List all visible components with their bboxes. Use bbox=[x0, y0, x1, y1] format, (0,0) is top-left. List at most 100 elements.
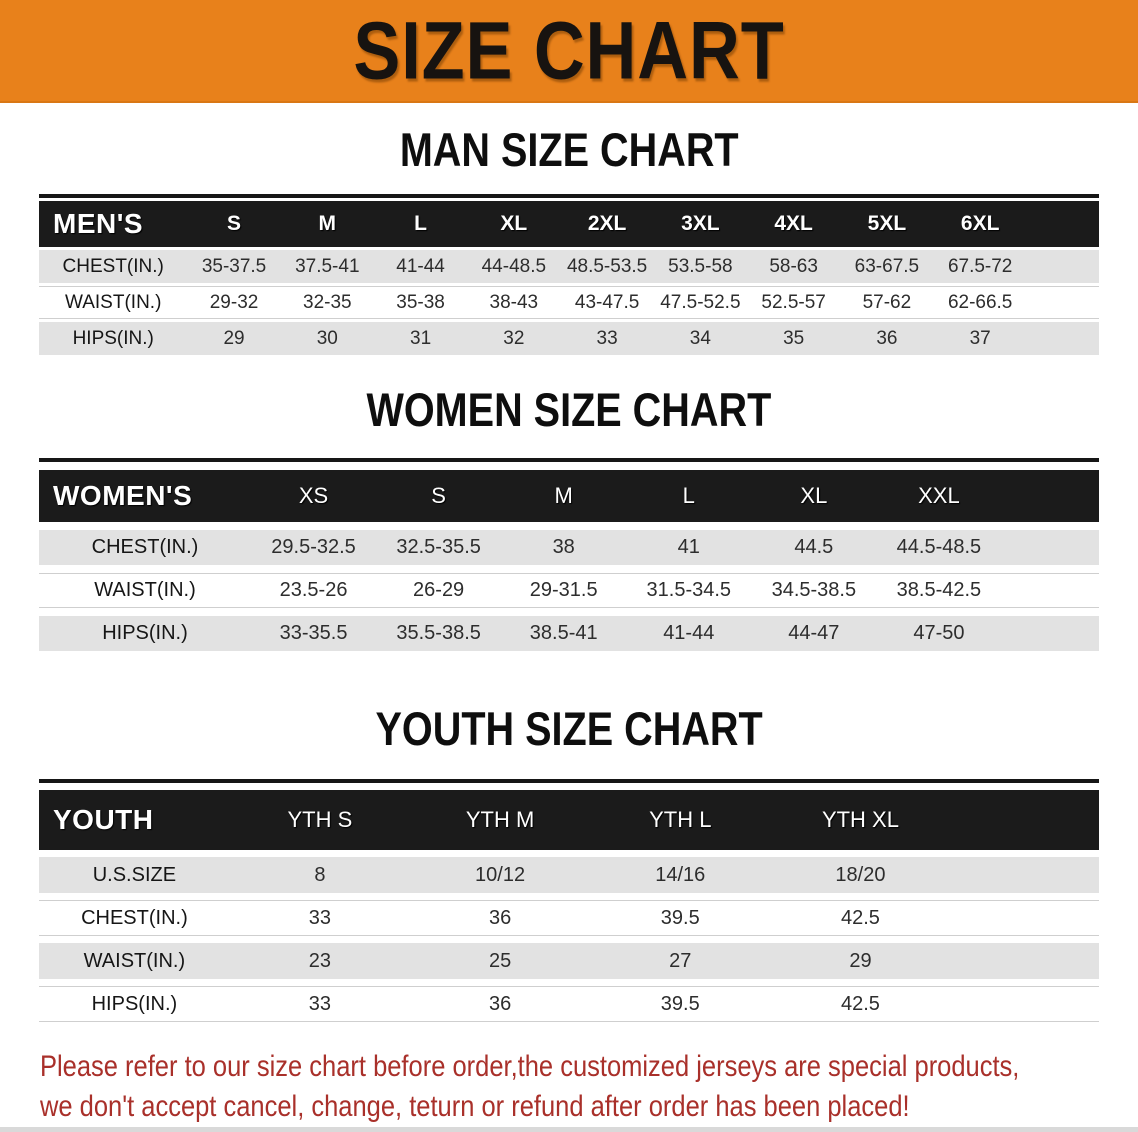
size-value-cell: 29 bbox=[187, 322, 281, 355]
size-value-cell: 44-48.5 bbox=[467, 250, 561, 283]
size-column-header: 3XL bbox=[653, 201, 747, 247]
size-value-cell: 29 bbox=[770, 943, 951, 979]
size-value-cell: 63-67.5 bbox=[840, 250, 934, 283]
table-row: U.S.SIZE 8 10/12 14/16 18/20 bbox=[39, 857, 1099, 893]
size-value-cell: 42.5 bbox=[770, 900, 951, 936]
size-value-cell: 38.5-41 bbox=[501, 616, 627, 651]
size-value-cell: 57-62 bbox=[840, 286, 934, 319]
size-value-cell: 32 bbox=[467, 322, 561, 355]
size-value-cell: 27 bbox=[590, 943, 771, 979]
women-section-heading: WOMEN SIZE CHART bbox=[0, 384, 1138, 437]
row-spacer bbox=[1026, 286, 1099, 319]
size-value-cell: 37 bbox=[933, 322, 1027, 355]
size-column-header: YTH XL bbox=[770, 790, 951, 850]
size-value-cell: 43-47.5 bbox=[560, 286, 654, 319]
size-value-cell: 44.5 bbox=[751, 530, 877, 565]
size-value-cell: 29-31.5 bbox=[501, 573, 627, 608]
bottom-edge-divider bbox=[0, 1127, 1138, 1132]
women-section-heading-text: WOMEN SIZE CHART bbox=[366, 384, 772, 437]
men-section-heading: MAN SIZE CHART bbox=[0, 124, 1138, 177]
size-value-cell: 34 bbox=[653, 322, 747, 355]
disclaimer-line-2: we don't accept cancel, change, teturn o… bbox=[40, 1090, 910, 1123]
size-value-cell: 44.5-48.5 bbox=[876, 530, 1002, 565]
size-value-cell: 47-50 bbox=[876, 616, 1002, 651]
table-corner-label: MEN'S bbox=[39, 201, 188, 247]
size-value-cell: 23.5-26 bbox=[251, 573, 377, 608]
table-row: HIPS(IN.) 33-35.5 35.5-38.5 38.5-41 41-44 44-… bbox=[39, 616, 1099, 651]
women-size-section: WOMEN SIZE CHART WOMEN'S XS S M L XL XXL CHEST(… bbox=[0, 384, 1138, 659]
row-label: HIPS(IN.) bbox=[39, 986, 230, 1022]
row-spacer bbox=[950, 900, 1099, 936]
row-spacer bbox=[950, 986, 1099, 1022]
header-spacer bbox=[1026, 201, 1099, 247]
size-value-cell: 10/12 bbox=[409, 857, 591, 893]
size-value-cell: 42.5 bbox=[770, 986, 951, 1022]
size-column-header: M bbox=[501, 470, 627, 522]
table-row: HIPS(IN.) 33 36 39.5 42.5 bbox=[39, 986, 1099, 1022]
table-corner-label: WOMEN'S bbox=[39, 470, 251, 522]
size-value-cell: 67.5-72 bbox=[933, 250, 1027, 283]
size-value-cell: 31.5-34.5 bbox=[626, 573, 752, 608]
size-value-cell: 44-47 bbox=[751, 616, 877, 651]
disclaimer-line-1: Please refer to our size chart before or… bbox=[40, 1050, 1020, 1083]
size-value-cell: 32-35 bbox=[280, 286, 374, 319]
table-row: CHEST(IN.) 33 36 39.5 42.5 bbox=[39, 900, 1099, 936]
row-label: HIPS(IN.) bbox=[39, 616, 251, 651]
men-size-section: MAN SIZE CHART MEN'S S M L XL 2XL 3XL 4XL 5XL 6XL… bbox=[0, 124, 1138, 358]
size-value-cell: 38-43 bbox=[467, 286, 561, 319]
header-spacer bbox=[1001, 470, 1099, 522]
size-value-cell: 37.5-41 bbox=[280, 250, 374, 283]
disclaimer: Please refer to our size chart before or… bbox=[40, 1047, 1138, 1127]
size-value-cell: 33 bbox=[229, 986, 410, 1022]
size-column-header: YTH S bbox=[229, 790, 410, 850]
size-value-cell: 39.5 bbox=[590, 986, 771, 1022]
row-label: CHEST(IN.) bbox=[39, 900, 230, 936]
size-value-cell: 33 bbox=[229, 900, 410, 936]
youth-size-table: YOUTH YTH S YTH M YTH L YTH XL U.S.SIZE 8 10/12… bbox=[39, 779, 1099, 1029]
row-spacer bbox=[1001, 573, 1099, 608]
size-value-cell: 39.5 bbox=[590, 900, 771, 936]
size-header-row: MEN'S S M L XL 2XL 3XL 4XL 5XL 6XL bbox=[39, 201, 1099, 247]
table-corner-label: YOUTH bbox=[39, 790, 230, 850]
size-value-cell: 41-44 bbox=[626, 616, 752, 651]
row-label: WAIST(IN.) bbox=[39, 286, 188, 319]
size-column-header: YTH M bbox=[409, 790, 591, 850]
size-value-cell: 35-38 bbox=[373, 286, 468, 319]
size-value-cell: 58-63 bbox=[747, 250, 841, 283]
men-section-heading-text: MAN SIZE CHART bbox=[399, 124, 739, 177]
row-spacer bbox=[1001, 616, 1099, 651]
size-column-header: 6XL bbox=[933, 201, 1027, 247]
size-header-row: WOMEN'S XS S M L XL XXL bbox=[39, 470, 1099, 522]
size-value-cell: 38 bbox=[501, 530, 627, 565]
size-column-header: S bbox=[376, 470, 502, 522]
row-label: U.S.SIZE bbox=[39, 857, 230, 893]
size-value-cell: 29.5-32.5 bbox=[251, 530, 377, 565]
size-value-cell: 53.5-58 bbox=[653, 250, 747, 283]
size-value-cell: 33-35.5 bbox=[251, 616, 377, 651]
size-column-header: L bbox=[626, 470, 752, 522]
size-value-cell: 34.5-38.5 bbox=[751, 573, 877, 608]
row-spacer bbox=[1026, 250, 1099, 283]
size-column-header: XXL bbox=[876, 470, 1002, 522]
size-value-cell: 41-44 bbox=[373, 250, 468, 283]
youth-size-table-holder: YOUTH YTH S YTH M YTH L YTH XL U.S.SIZE 8 10/12… bbox=[0, 779, 1138, 1029]
women-size-table-holder: WOMEN'S XS S M L XL XXL CHEST(IN.) 29.5-32.5 32.5… bbox=[0, 458, 1138, 659]
size-value-cell: 18/20 bbox=[770, 857, 951, 893]
size-value-cell: 33 bbox=[560, 322, 654, 355]
size-value-cell: 31 bbox=[373, 322, 468, 355]
size-value-cell: 25 bbox=[409, 943, 591, 979]
size-value-cell: 36 bbox=[409, 986, 591, 1022]
size-column-header: M bbox=[280, 201, 374, 247]
table-row: CHEST(IN.) 29.5-32.5 32.5-35.5 38 41 44.5 44.5… bbox=[39, 530, 1099, 565]
youth-section-heading-text: YOUTH SIZE CHART bbox=[375, 703, 763, 756]
table-row: HIPS(IN.) 29 30 31 32 33 34 35 36 37 bbox=[39, 322, 1099, 355]
row-spacer bbox=[950, 943, 1099, 979]
table-row: CHEST(IN.) 35-37.5 37.5-41 41-44 44-48.5 48.5… bbox=[39, 250, 1099, 283]
size-value-cell: 8 bbox=[229, 857, 410, 893]
size-header-row: YOUTH YTH S YTH M YTH L YTH XL bbox=[39, 790, 1099, 850]
size-column-header: 2XL bbox=[560, 201, 654, 247]
men-size-table: MEN'S S M L XL 2XL 3XL 4XL 5XL 6XL CHEST(IN.) 35-37… bbox=[39, 194, 1099, 358]
page-title: SIZE CHART bbox=[353, 4, 785, 96]
size-value-cell: 14/16 bbox=[590, 857, 771, 893]
size-value-cell: 30 bbox=[280, 322, 374, 355]
